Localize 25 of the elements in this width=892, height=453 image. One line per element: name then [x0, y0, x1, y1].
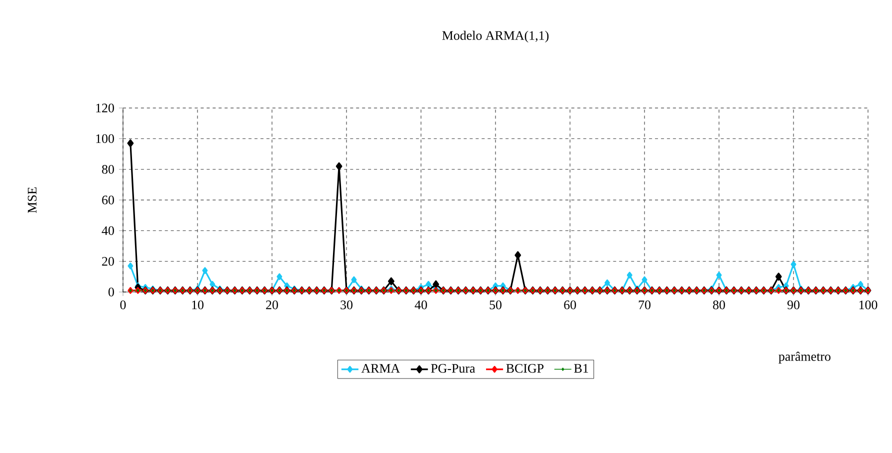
y-tick-label: 20: [102, 256, 114, 266]
y-tick-label: 60: [102, 196, 114, 204]
x-tick-label: 40: [414, 300, 427, 310]
x-tick-label: 70: [638, 300, 650, 310]
legend-label: ARMA: [361, 364, 400, 373]
y-tick-label: 80: [102, 164, 114, 174]
x-tick-label: 30: [340, 300, 352, 310]
y-tick-label: 0: [108, 288, 114, 296]
x-tick-label: 0: [120, 300, 126, 310]
legend-label: PG-Pura: [431, 364, 476, 373]
y-tick-label: 120: [96, 104, 114, 112]
y-axis-title: MSE: [28, 187, 37, 213]
x-tick-label: 80: [713, 300, 725, 310]
x-tick-label: 100: [859, 300, 878, 310]
chart-title: Modelo ARMA(1,1): [442, 30, 549, 42]
x-tick-label: 20: [266, 300, 278, 310]
x-axis-title: parâmetro: [778, 352, 830, 364]
legend-label: BCIGP: [506, 364, 544, 373]
x-tick-label: 50: [490, 300, 502, 310]
x-tick-label: 90: [787, 300, 800, 310]
x-tick-label: 10: [192, 300, 204, 310]
y-tick-label: 100: [96, 134, 114, 144]
x-tick-label: 60: [564, 300, 576, 310]
y-tick-label: 40: [102, 226, 114, 236]
legend-label: B1: [574, 364, 588, 373]
